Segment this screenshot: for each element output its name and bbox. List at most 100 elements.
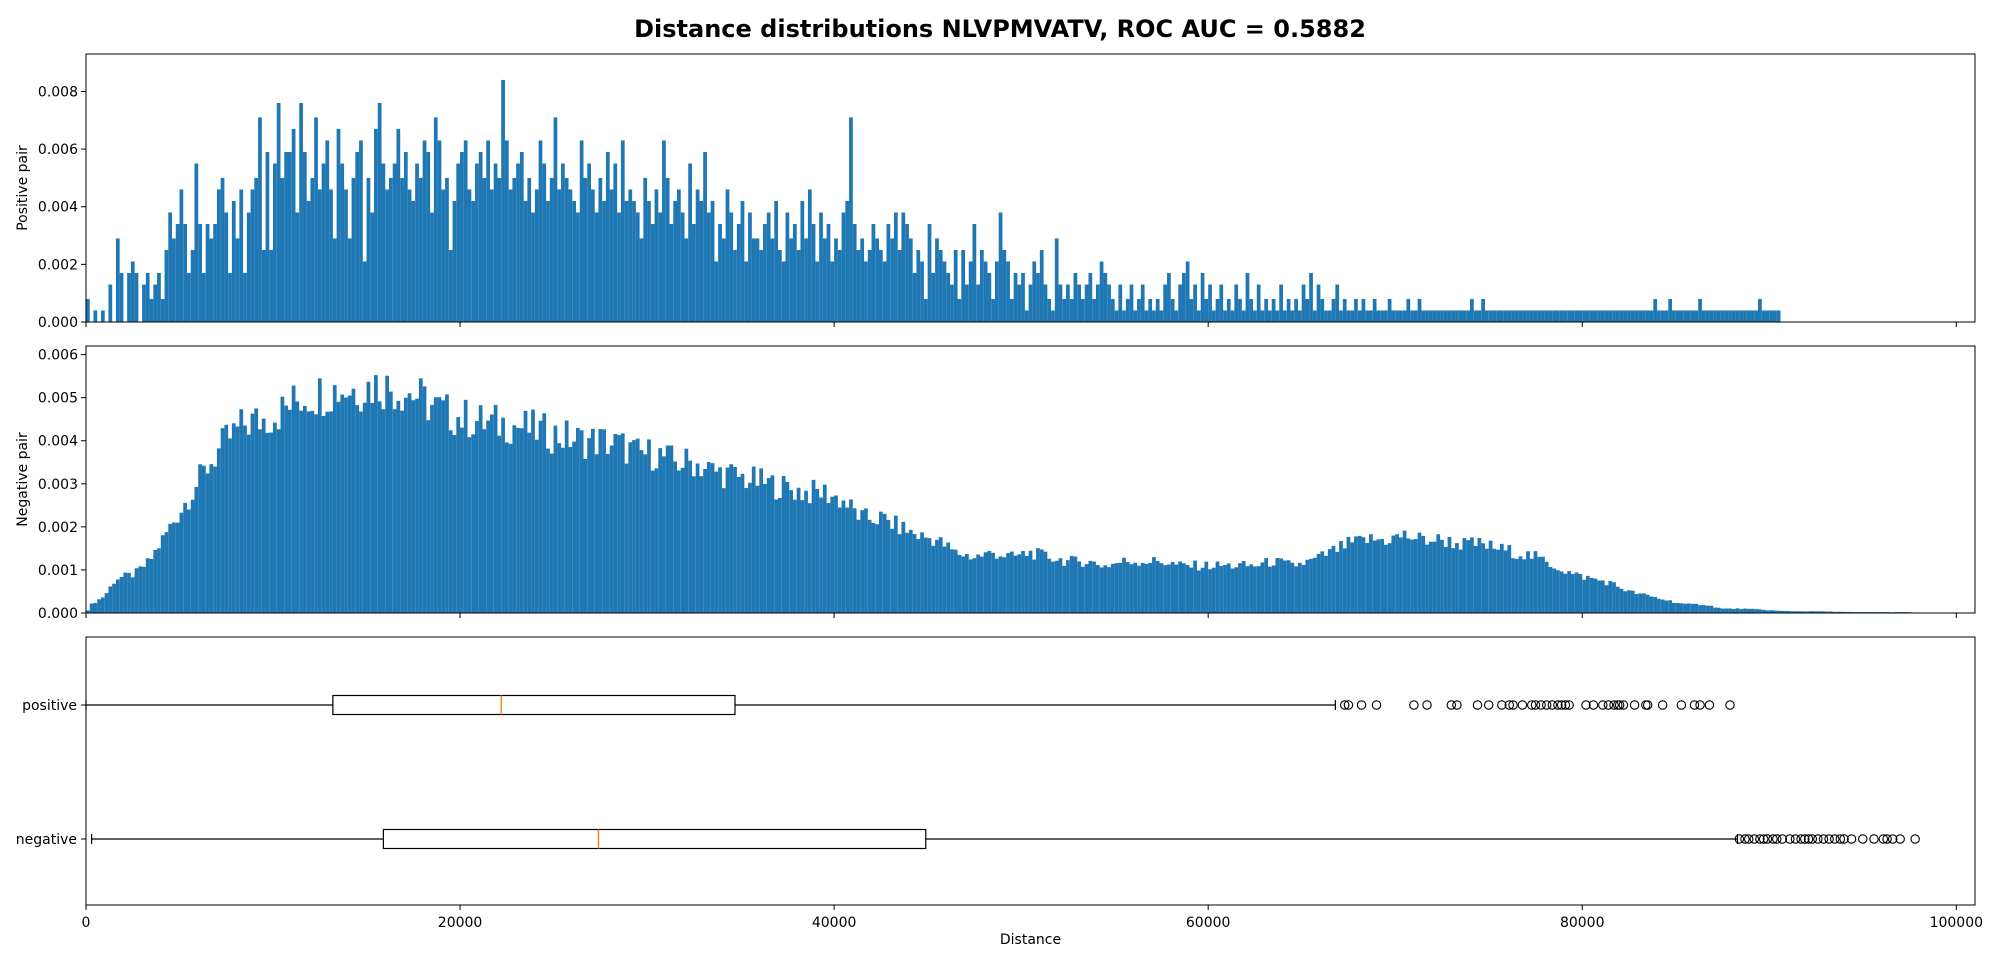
histogram-bar: [658, 212, 662, 322]
histogram-bar: [206, 224, 210, 322]
histogram-bar: [617, 212, 621, 322]
histogram-bar: [610, 189, 614, 322]
histogram-bar: [999, 556, 1003, 613]
histogram-bar: [1616, 587, 1620, 613]
histogram-bar: [748, 483, 752, 613]
histogram-bar: [666, 178, 670, 322]
histogram-bar: [243, 425, 247, 613]
histogram-bar: [131, 261, 135, 322]
histogram-bar: [1597, 581, 1601, 613]
histogram-bar: [1549, 567, 1553, 613]
histogram-bar: [1002, 557, 1006, 613]
histogram-bar: [1208, 285, 1212, 322]
histogram-bar: [1758, 609, 1762, 613]
histogram-bar: [946, 543, 950, 613]
histogram-bar: [490, 414, 494, 613]
histogram-bar: [247, 212, 251, 322]
histogram-bar: [258, 117, 262, 322]
histogram-bar: [105, 593, 109, 613]
histogram-bar: [1175, 310, 1179, 322]
histogram-bar: [1668, 299, 1672, 322]
histogram-bar: [198, 224, 202, 322]
histogram-bar: [617, 435, 621, 613]
histogram-bar: [1425, 310, 1429, 322]
histogram-bar: [696, 189, 700, 322]
histogram-bar: [1511, 310, 1515, 322]
histogram-bar: [1552, 310, 1556, 322]
histogram-bar: [834, 238, 838, 322]
histogram-bar: [931, 273, 935, 322]
histogram-bar: [640, 238, 644, 322]
histogram-bar: [1478, 310, 1482, 322]
histogram-bar: [857, 520, 861, 613]
histogram-bar: [1324, 556, 1328, 613]
histogram-bar: [202, 466, 206, 613]
histogram-bar: [928, 538, 932, 613]
histogram-bar: [295, 401, 299, 613]
histogram-bar: [1122, 558, 1126, 613]
histogram-bar: [767, 212, 771, 322]
histogram-bar: [101, 310, 105, 322]
histogram-bar: [284, 152, 288, 322]
histogram-bar: [232, 423, 236, 613]
histogram-bar: [1578, 574, 1582, 613]
histogram-bar: [875, 238, 879, 322]
histogram-bar: [1163, 565, 1167, 613]
histogram-bar: [812, 224, 816, 322]
histogram-bar: [1507, 310, 1511, 322]
histogram-bar: [1328, 310, 1332, 322]
histogram-bar: [741, 201, 745, 322]
histogram-bar: [344, 398, 348, 613]
histogram-bar: [958, 555, 962, 613]
histogram-bar: [1485, 549, 1489, 613]
histogram-bar: [759, 468, 763, 613]
histogram-bar: [1451, 548, 1455, 613]
histogram-bar: [883, 514, 887, 613]
histogram-bar: [1560, 572, 1564, 613]
histogram-bar: [737, 477, 741, 613]
histogram-bar: [1582, 310, 1586, 322]
histogram-bar: [340, 164, 344, 322]
histogram-bar: [610, 446, 614, 613]
histogram-bar: [400, 411, 404, 613]
histogram-bar: [135, 273, 139, 322]
histogram-bar: [127, 573, 131, 613]
histogram-bar: [1204, 562, 1208, 613]
x-tick-label: 0: [82, 915, 91, 931]
histogram-bar: [613, 164, 617, 322]
histogram-bar: [1773, 310, 1777, 322]
histogram-bar: [221, 178, 225, 322]
histogram-bar: [1070, 299, 1074, 322]
histogram-bar: [845, 508, 849, 613]
histogram-bar: [1081, 567, 1085, 613]
histogram-bar: [666, 446, 670, 613]
histogram-bar: [1642, 593, 1646, 613]
histogram-bar: [1047, 559, 1051, 613]
histogram-bar: [602, 429, 606, 613]
histogram-bar: [1616, 310, 1620, 322]
histogram-bar: [1272, 299, 1276, 322]
histogram-bar: [1002, 250, 1006, 322]
histogram-bar: [1294, 566, 1298, 613]
histogram-bar: [894, 516, 898, 613]
histogram-bar: [1227, 299, 1231, 322]
histogram-bar: [505, 442, 509, 613]
histogram-bar: [1111, 299, 1115, 322]
histogram-bar: [1590, 310, 1594, 322]
histogram-bar: [778, 250, 782, 322]
histogram-bar: [561, 164, 565, 322]
histogram-bar: [987, 551, 991, 613]
histogram-bar: [1578, 310, 1582, 322]
histogram-bar: [1743, 609, 1747, 613]
histogram-bar: [849, 499, 853, 613]
histogram-bar: [1264, 299, 1268, 322]
histogram-bar: [426, 152, 430, 322]
histogram-bar: [692, 224, 696, 322]
histogram-bar: [819, 212, 823, 322]
histogram-bar: [1021, 273, 1025, 322]
histogram-bar: [1059, 285, 1063, 322]
histogram-bar: [1440, 310, 1444, 322]
histogram-bar: [408, 393, 412, 613]
histogram-bar: [1223, 310, 1227, 322]
histogram-bar: [527, 433, 531, 613]
